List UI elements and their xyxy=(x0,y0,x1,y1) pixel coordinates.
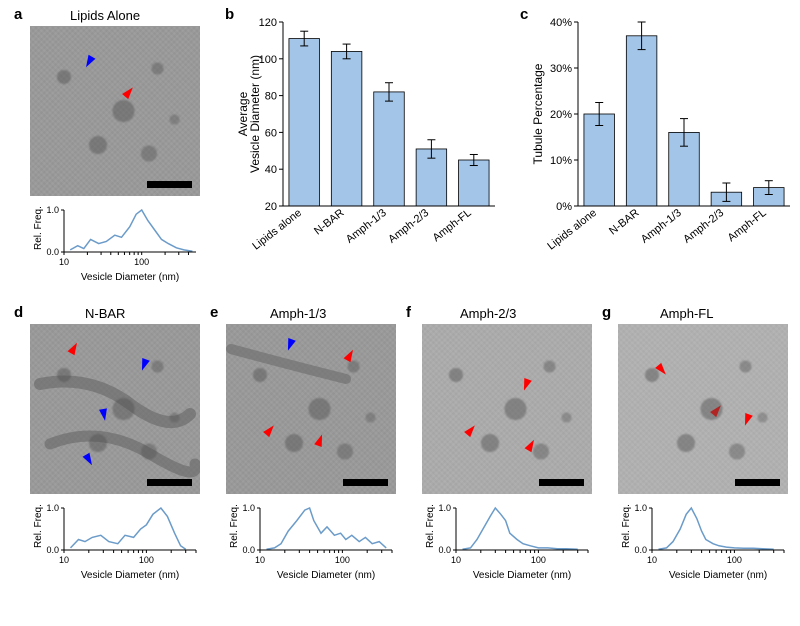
svg-text:10: 10 xyxy=(255,555,265,565)
svg-text:100: 100 xyxy=(335,555,350,565)
panel-title-e: Amph-1/3 xyxy=(270,306,326,321)
svg-text:N-BAR: N-BAR xyxy=(607,207,641,238)
svg-text:Vesicle Diameter (nm): Vesicle Diameter (nm) xyxy=(277,570,375,580)
mini-chart-a: 10100 0.0 1.0 Vesicle Diameter (nm) Rel.… xyxy=(30,206,200,282)
arrow-blue-d2 xyxy=(99,408,109,421)
arrow-red-e3 xyxy=(314,433,326,447)
scalebar-a xyxy=(147,181,192,188)
svg-text:10%: 10% xyxy=(550,155,572,167)
svg-text:Vesicle Diameter (nm): Vesicle Diameter (nm) xyxy=(81,570,179,580)
svg-text:Tubule Percentage: Tubule Percentage xyxy=(531,63,545,164)
scalebar-d xyxy=(147,479,192,486)
panel-label-a: a xyxy=(14,6,22,23)
panel-title-a: Lipids Alone xyxy=(70,8,140,23)
svg-text:0.0: 0.0 xyxy=(46,545,59,555)
panel-title-f: Amph-2/3 xyxy=(460,306,516,321)
panel-label-f: f xyxy=(406,304,411,321)
svg-text:Amph-FL: Amph-FL xyxy=(431,207,474,244)
svg-text:1.0: 1.0 xyxy=(242,504,255,513)
bar-chart-b: 20 40 60 80 100 120Lipids aloneN-BARAmph… xyxy=(235,12,503,287)
arrow-red-e1 xyxy=(344,348,357,362)
mini-chart-g: 10100 0.0 1.0 Vesicle Diameter (nm) Rel.… xyxy=(618,504,788,580)
svg-text:Lipids alone: Lipids alone xyxy=(545,207,599,253)
svg-text:Amph-1/3: Amph-1/3 xyxy=(344,207,389,246)
arrow-blue-e xyxy=(284,338,296,352)
svg-text:Amph-2/3: Amph-2/3 xyxy=(386,207,431,246)
svg-text:Vesicle Diameter (nm): Vesicle Diameter (nm) xyxy=(669,570,767,580)
scalebar-f xyxy=(539,479,584,486)
arrow-red-f3 xyxy=(525,438,538,452)
arrow-red-g2 xyxy=(710,403,724,417)
arrow-red-f2 xyxy=(464,423,478,437)
svg-text:Amph-FL: Amph-FL xyxy=(726,207,769,244)
mini-chart-f: 10100 0.0 1.0 Vesicle Diameter (nm) Rel.… xyxy=(422,504,592,580)
svg-text:N-BAR: N-BAR xyxy=(312,207,346,238)
svg-text:0.0: 0.0 xyxy=(46,247,59,257)
em-image-d xyxy=(30,324,200,494)
svg-text:80: 80 xyxy=(265,91,277,103)
svg-text:0.0: 0.0 xyxy=(634,545,647,555)
svg-text:10: 10 xyxy=(59,555,69,565)
svg-text:0%: 0% xyxy=(556,201,572,213)
svg-text:20: 20 xyxy=(265,201,277,213)
mini-chart-d: 10100 0.0 1.0 Vesicle Diameter (nm) Rel.… xyxy=(30,504,200,580)
svg-text:40: 40 xyxy=(265,164,277,176)
arrow-red-d xyxy=(68,341,81,355)
svg-text:Amph-2/3: Amph-2/3 xyxy=(681,207,726,246)
svg-text:100: 100 xyxy=(139,555,154,565)
em-image-a xyxy=(30,26,200,196)
svg-text:0.0: 0.0 xyxy=(438,545,451,555)
svg-text:30%: 30% xyxy=(550,63,572,75)
arrow-red-g3 xyxy=(741,413,753,427)
svg-text:100: 100 xyxy=(531,555,546,565)
svg-text:60: 60 xyxy=(265,127,277,139)
scalebar-e xyxy=(343,479,388,486)
arrow-blue-a xyxy=(83,55,96,69)
panel-label-d: d xyxy=(14,304,23,321)
svg-text:1.0: 1.0 xyxy=(634,504,647,513)
panel-label-c: c xyxy=(520,6,528,23)
svg-text:100: 100 xyxy=(134,257,149,267)
panel-label-b: b xyxy=(225,6,234,23)
svg-text:0.0: 0.0 xyxy=(242,545,255,555)
arrow-red-a xyxy=(122,85,136,99)
panel-title-g: Amph-FL xyxy=(660,306,713,321)
svg-text:Vesicle Diameter (nm): Vesicle Diameter (nm) xyxy=(473,570,571,580)
svg-text:1.0: 1.0 xyxy=(46,504,59,513)
arrow-red-f1 xyxy=(520,378,532,392)
svg-text:1.0: 1.0 xyxy=(438,504,451,513)
mini-chart-e: 10100 0.0 1.0 Vesicle Diameter (nm) Rel.… xyxy=(226,504,396,580)
svg-text:Vesicle Diameter (nm): Vesicle Diameter (nm) xyxy=(248,55,262,173)
svg-text:20%: 20% xyxy=(550,109,572,121)
svg-text:10: 10 xyxy=(59,257,69,267)
scalebar-g xyxy=(735,479,780,486)
panel-label-e: e xyxy=(210,304,218,321)
arrow-blue-d3 xyxy=(83,453,96,467)
svg-text:Amph-1/3: Amph-1/3 xyxy=(639,207,684,246)
svg-text:Vesicle Diameter (nm): Vesicle Diameter (nm) xyxy=(81,272,179,282)
svg-text:40%: 40% xyxy=(550,17,572,29)
arrow-red-e2 xyxy=(263,423,277,437)
em-image-e xyxy=(226,324,396,494)
svg-text:120: 120 xyxy=(259,17,277,29)
panel-label-g: g xyxy=(602,304,611,321)
em-image-f xyxy=(422,324,592,494)
bar-chart-c: 0% 10% 20% 30% 40%Lipids aloneN-BARAmph-… xyxy=(530,12,798,287)
arrow-blue-d1 xyxy=(138,358,150,372)
svg-text:Lipids alone: Lipids alone xyxy=(250,207,304,253)
svg-text:10: 10 xyxy=(647,555,657,565)
svg-text:100: 100 xyxy=(727,555,742,565)
panel-title-d: N-BAR xyxy=(85,306,125,321)
arrow-red-g1 xyxy=(655,363,669,377)
em-image-g xyxy=(618,324,788,494)
svg-text:1.0: 1.0 xyxy=(46,206,59,215)
svg-text:10: 10 xyxy=(451,555,461,565)
